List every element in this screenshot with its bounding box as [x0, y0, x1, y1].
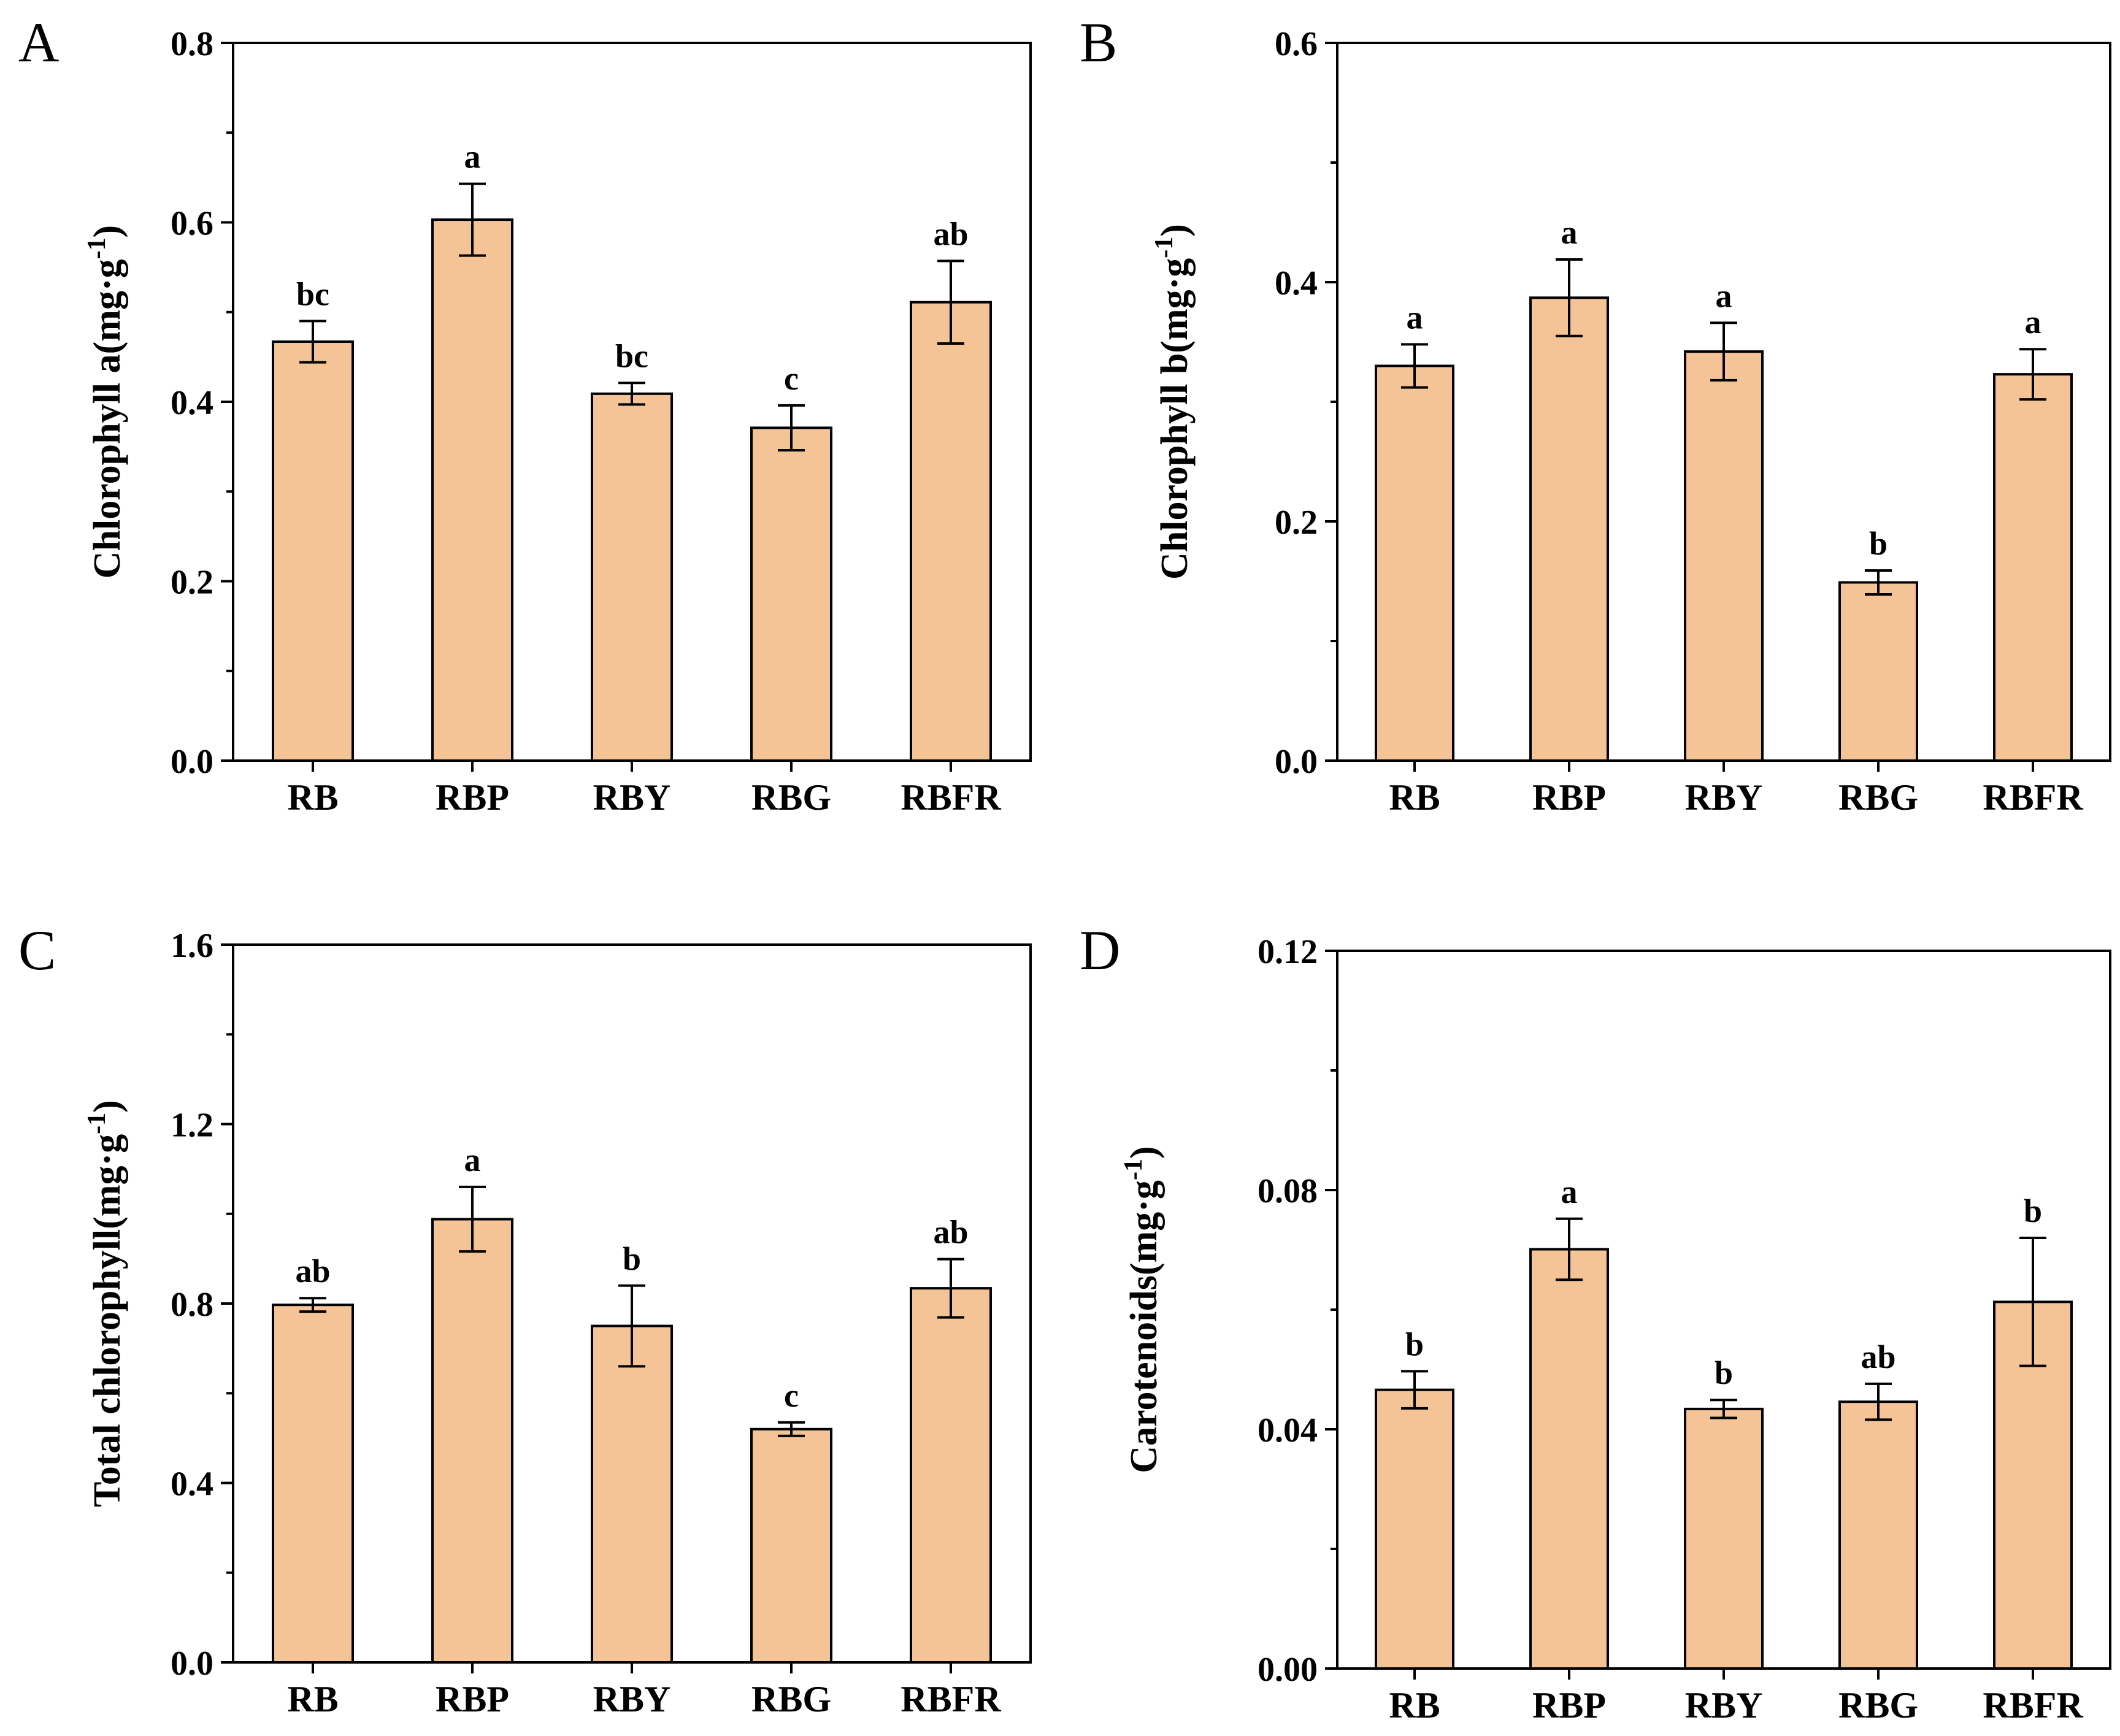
bar-a-rby [591, 392, 673, 762]
panel-c: Cab RB a RBP b RBY c RBG ab RBFR 0.0 0.4 0.8 1.2 1.6 To… [18, 919, 1032, 1719]
y-tick-label-c-4: 1.6 [171, 927, 213, 965]
y-tick-label-d-3: 0.12 [1258, 933, 1318, 971]
category-label-a-rby: RBY [593, 777, 671, 818]
y-tick-label-d-0: 0.00 [1258, 1651, 1318, 1689]
category-label-b-rby: RBY [1685, 777, 1763, 818]
significance-label-c-rbg: c [784, 1377, 799, 1414]
panel-letter-d: D [1080, 919, 1120, 981]
panel-d: Db RB a RBP b RBY ab RBG b RBFR 0.00 0.04 0.08 0.12 Ca… [1080, 919, 2111, 1726]
category-label-b-rb: RB [1389, 777, 1440, 818]
y-tick-label-c-1: 0.4 [171, 1465, 213, 1504]
category-label-d-rb: RB [1389, 1685, 1440, 1726]
significance-label-d-rby: b [1715, 1354, 1733, 1391]
y-tick-label-b-2: 0.4 [1275, 264, 1318, 302]
bar-b-rb [1375, 364, 1454, 762]
y-axis-label-a: Chlorophyll a(mg·g-1) [83, 225, 128, 578]
bar-d-rbp [1529, 1248, 1609, 1670]
significance-label-d-rbfr: b [2024, 1193, 2042, 1229]
bar-c-rbfr [910, 1287, 992, 1664]
significance-label-c-rb: ab [295, 1253, 330, 1289]
significance-label-a-rbfr: ab [933, 215, 968, 252]
bar-c-rby [591, 1324, 673, 1664]
y-tick-label-a-2: 0.4 [171, 384, 213, 422]
significance-label-c-rbfr: ab [933, 1214, 968, 1251]
y-tick-label-a-0: 0.0 [171, 743, 213, 781]
bar-c-rb [272, 1304, 354, 1664]
bar-b-rby [1684, 350, 1764, 762]
panel-letter-b: B [1080, 11, 1117, 74]
category-label-c-rbg: RBG [751, 1679, 831, 1719]
bar-b-rbp [1529, 296, 1609, 762]
significance-label-d-rbg: ab [1861, 1338, 1895, 1375]
y-tick-label-c-2: 0.8 [171, 1286, 213, 1324]
significance-label-b-rbfr: a [2025, 304, 2041, 340]
bar-c-rbg [750, 1427, 832, 1664]
category-label-d-rbp: RBP [1532, 1685, 1606, 1726]
y-tick-label-c-0: 0.0 [171, 1645, 213, 1683]
significance-label-c-rbp: a [464, 1142, 481, 1178]
bar-d-rbg [1838, 1400, 1918, 1670]
significance-label-b-rbg: b [1869, 525, 1888, 562]
y-tick-label-a-4: 0.8 [171, 25, 213, 63]
category-label-d-rby: RBY [1685, 1685, 1763, 1726]
panel-letter-a: A [18, 11, 59, 74]
significance-label-d-rb: b [1405, 1326, 1424, 1362]
panel-letter-c: C [18, 919, 56, 981]
panel-b: Ba RB a RBP a RBY b RBG a RBFR 0.0 0.2 0.4 0.6 Chlorop… [1080, 11, 2111, 818]
category-label-c-rbfr: RBFR [901, 1679, 1001, 1719]
panel-a: Abc RB a RBP bc RBY c RBG ab RBFR 0.0 0.2 0.4 0.6 0.8 C… [18, 11, 1032, 818]
y-tick-label-b-0: 0.0 [1275, 743, 1318, 781]
y-axis-label-c: Total chlorophyll(mg·g-1) [83, 1100, 128, 1507]
bar-a-rb [272, 340, 354, 762]
category-label-a-rbp: RBP [436, 777, 509, 818]
significance-label-b-rby: a [1716, 277, 1732, 314]
y-tick-label-a-3: 0.6 [171, 205, 213, 243]
category-label-b-rbfr: RBFR [1983, 777, 2083, 818]
category-label-b-rbp: RBP [1532, 777, 1606, 818]
category-label-a-rb: RB [287, 777, 338, 818]
category-label-c-rby: RBY [593, 1679, 671, 1719]
y-tick-label-d-1: 0.04 [1258, 1411, 1318, 1450]
significance-label-a-rbg: c [784, 360, 799, 397]
y-tick-label-a-1: 0.2 [171, 564, 213, 602]
bar-a-rbg [750, 426, 832, 762]
significance-label-a-rb: bc [296, 275, 329, 312]
significance-label-b-rbp: a [1561, 214, 1578, 251]
bar-b-rbg [1838, 581, 1918, 762]
significance-label-a-rbp: a [464, 139, 481, 175]
category-label-c-rbp: RBP [436, 1679, 509, 1719]
y-tick-label-c-3: 1.2 [171, 1107, 213, 1145]
bar-d-rb [1375, 1388, 1454, 1670]
y-tick-label-b-3: 0.6 [1275, 25, 1318, 63]
y-tick-label-d-2: 0.08 [1258, 1172, 1318, 1210]
bar-a-rbfr [910, 301, 992, 762]
category-label-c-rb: RB [287, 1679, 338, 1719]
significance-label-a-rby: bc [615, 337, 648, 374]
significance-label-b-rb: a [1407, 299, 1423, 336]
bar-b-rbfr [1993, 373, 2073, 762]
significance-label-d-rbp: a [1561, 1173, 1578, 1210]
bar-a-rbp [431, 218, 513, 762]
category-label-b-rbg: RBG [1838, 777, 1918, 818]
y-tick-label-b-1: 0.2 [1275, 504, 1318, 542]
significance-label-c-rby: b [623, 1240, 641, 1277]
category-label-d-rbg: RBG [1838, 1685, 1918, 1726]
bar-d-rby [1684, 1407, 1764, 1670]
category-label-a-rbfr: RBFR [901, 777, 1001, 818]
y-axis-label-d: Carotenoids(mg·g-1) [1120, 1146, 1165, 1473]
category-label-d-rbfr: RBFR [1983, 1685, 2083, 1726]
category-label-a-rbg: RBG [751, 777, 831, 818]
bar-c-rbp [431, 1218, 513, 1664]
y-axis-label-b: Chlorophyll b(mg·g-1) [1150, 224, 1196, 580]
